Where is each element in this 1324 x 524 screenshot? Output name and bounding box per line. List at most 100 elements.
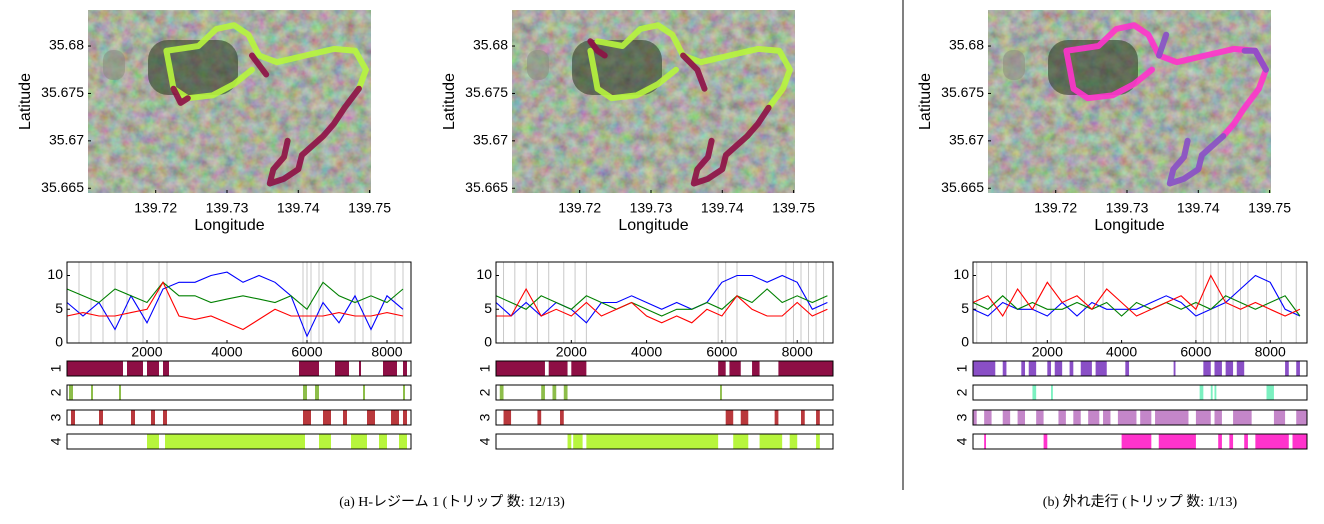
stadium bbox=[1003, 50, 1025, 80]
regime-segment bbox=[1021, 361, 1025, 376]
regime-segment bbox=[323, 410, 331, 425]
y-tick-label: 35.68 bbox=[473, 37, 508, 53]
regime-segment bbox=[1036, 410, 1043, 425]
x-tick-label: 2000 bbox=[1032, 344, 1063, 360]
regime-segment bbox=[973, 361, 995, 376]
regime-segment bbox=[367, 410, 375, 425]
y-axis-label: Latitude bbox=[917, 73, 934, 130]
regime-segment bbox=[99, 410, 103, 425]
row-label: 1 bbox=[477, 364, 493, 372]
regime-segment bbox=[359, 361, 361, 376]
regime-segment bbox=[729, 361, 740, 376]
regime-segment bbox=[586, 434, 718, 449]
x-tick-label: 139.74 bbox=[1177, 200, 1220, 216]
y-tick-label: 10 bbox=[476, 266, 492, 282]
regime-segment bbox=[1073, 410, 1080, 425]
plot-area bbox=[973, 262, 1307, 343]
y-tick-label: 10 bbox=[47, 266, 63, 282]
regime-segment bbox=[343, 410, 347, 425]
regime-segment bbox=[71, 410, 75, 425]
row-frame bbox=[973, 385, 1307, 400]
regime-segment bbox=[319, 434, 331, 449]
regime-segment bbox=[1003, 410, 1010, 425]
row-label: 3 bbox=[954, 413, 970, 421]
y-tick-label: 35.67 bbox=[949, 132, 984, 148]
regime-segment bbox=[1055, 361, 1062, 376]
row-frame bbox=[496, 410, 833, 425]
regime-segment bbox=[720, 385, 722, 400]
regime-segment bbox=[383, 361, 397, 376]
regime-segment bbox=[399, 434, 407, 449]
y-tick-label: 5 bbox=[961, 300, 969, 316]
row-label: 2 bbox=[477, 388, 493, 396]
y-tick-label: 35.675 bbox=[941, 84, 984, 100]
regime-segment bbox=[500, 385, 504, 400]
y-tick-label: 35.68 bbox=[949, 37, 984, 53]
y-tick-label: 0 bbox=[55, 334, 63, 350]
regime-segment bbox=[363, 385, 365, 400]
regime-segment bbox=[1293, 434, 1307, 449]
regime-segment bbox=[1088, 410, 1099, 425]
regime-segment bbox=[1218, 434, 1222, 449]
caption: (a) H-レジーム 1 (トリップ 数: 12/13) bbox=[339, 494, 565, 510]
regime-segment bbox=[790, 434, 798, 449]
regime-segment bbox=[778, 361, 833, 376]
regime-segment bbox=[67, 361, 123, 376]
regime-segment bbox=[403, 385, 405, 400]
y-tick-label: 35.665 bbox=[465, 179, 508, 195]
regime-segment bbox=[504, 410, 512, 425]
x-tick-label: 139.75 bbox=[348, 200, 391, 216]
regime-segment bbox=[496, 361, 545, 376]
regime-segment bbox=[564, 385, 568, 400]
y-tick-label: 35.67 bbox=[473, 132, 508, 148]
regime-segment bbox=[1118, 410, 1137, 425]
y-axis-label: Latitude bbox=[441, 73, 458, 130]
x-tick-label: 4000 bbox=[1106, 344, 1137, 360]
x-tick-label: 139.74 bbox=[701, 200, 744, 216]
regime-segment bbox=[127, 361, 143, 376]
x-tick-label: 139.74 bbox=[277, 200, 320, 216]
regime-segment bbox=[1070, 361, 1074, 376]
regime-segment bbox=[303, 410, 311, 425]
x-tick-label: 2000 bbox=[131, 344, 162, 360]
regime-segment bbox=[1125, 361, 1129, 376]
x-tick-label: 139.72 bbox=[134, 200, 177, 216]
regime-segment bbox=[1047, 361, 1051, 376]
row-label: 3 bbox=[477, 413, 493, 421]
row-label: 4 bbox=[477, 437, 493, 445]
regime-segment bbox=[1155, 410, 1188, 425]
regime-segment bbox=[1226, 361, 1233, 376]
regime-segment bbox=[1032, 385, 1036, 400]
y-tick-label: 35.665 bbox=[41, 179, 84, 195]
regime-segment bbox=[537, 410, 541, 425]
regime-segment bbox=[69, 385, 73, 400]
regime-segment bbox=[1174, 361, 1176, 376]
regime-segment bbox=[568, 434, 572, 449]
regime-segment bbox=[1203, 361, 1210, 376]
regime-segment bbox=[816, 434, 820, 449]
x-tick-label: 139.72 bbox=[558, 200, 601, 216]
regime-segment bbox=[1237, 361, 1244, 376]
y-tick-label: 5 bbox=[55, 300, 63, 316]
regime-segment bbox=[775, 410, 779, 425]
regime-segment bbox=[1285, 361, 1289, 376]
regime-segment bbox=[1081, 361, 1092, 376]
regime-segment bbox=[163, 361, 169, 376]
regime-segment bbox=[1051, 385, 1053, 400]
y-tick-label: 0 bbox=[484, 334, 492, 350]
regime-segment bbox=[760, 434, 783, 449]
y-axis-label: Latitude bbox=[17, 73, 34, 130]
y-tick-label: 35.665 bbox=[941, 179, 984, 195]
x-tick-label: 139.75 bbox=[1248, 200, 1291, 216]
regime-segment bbox=[718, 361, 726, 376]
regime-segment bbox=[560, 410, 564, 425]
regime-segment bbox=[403, 410, 407, 425]
regime-segment bbox=[1214, 361, 1221, 376]
y-tick-label: 35.68 bbox=[49, 37, 84, 53]
regime-segment bbox=[1159, 434, 1196, 449]
regime-segment bbox=[1214, 385, 1216, 400]
row-label: 1 bbox=[48, 364, 64, 372]
y-tick-label: 35.675 bbox=[41, 84, 84, 100]
row-label: 1 bbox=[954, 364, 970, 372]
x-tick-label: 6000 bbox=[706, 344, 737, 360]
